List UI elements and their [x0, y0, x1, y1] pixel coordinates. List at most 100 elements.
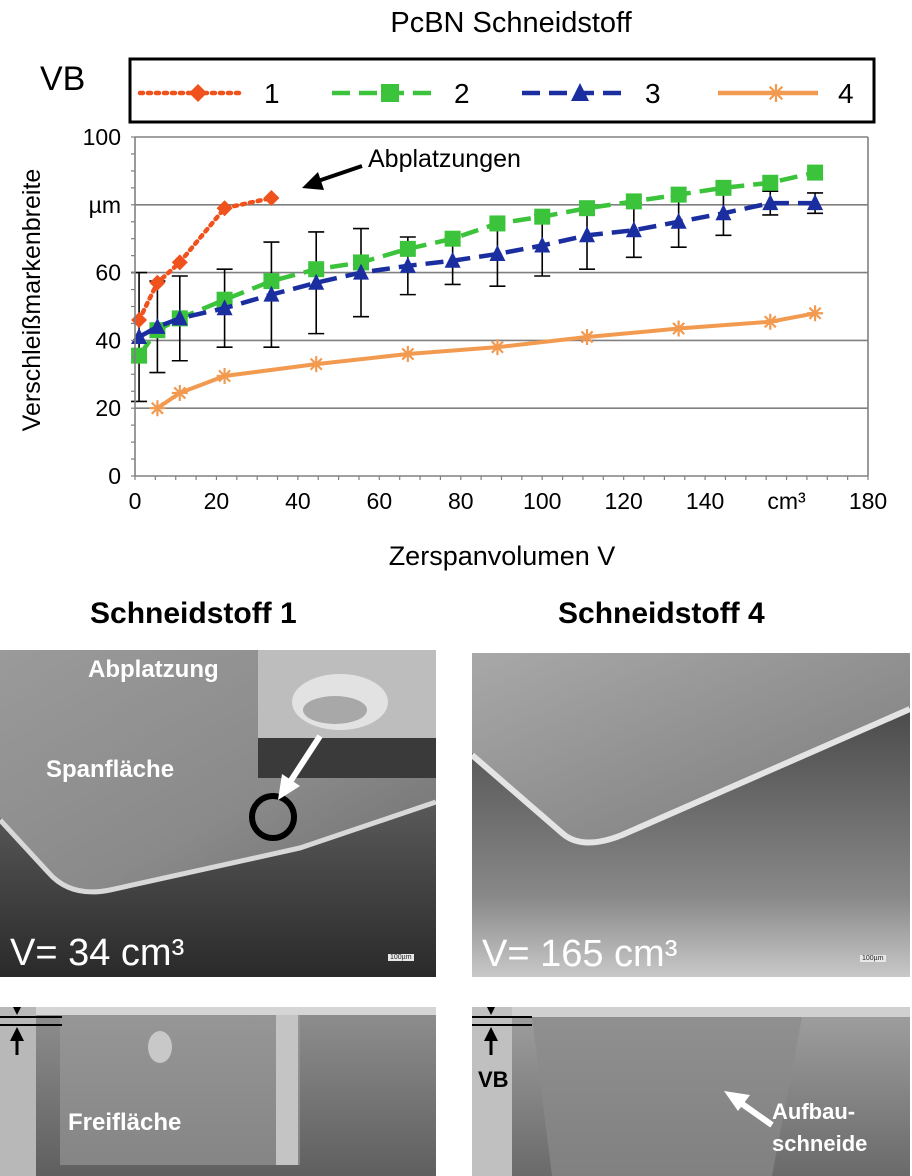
data-point-stroke [491, 340, 504, 354]
chart-title: PcBN Schneidstoff [390, 7, 632, 39]
panel2-title: Schneidstoff 4 [558, 597, 765, 630]
vb-marker-1 [0, 1007, 62, 1055]
y-tick-label: 0 [108, 463, 121, 489]
series-line-3 [137, 200, 816, 339]
data-point [579, 200, 596, 217]
data-point [625, 221, 642, 238]
data-point [149, 317, 166, 334]
x-tick-label: 40 [285, 488, 311, 514]
panel1-volume: V= 34 cm³ [10, 932, 185, 974]
data-point [263, 273, 280, 290]
legend-label-3: 3 [645, 78, 661, 109]
data-point-stroke [808, 306, 822, 320]
data-point [216, 200, 233, 217]
annotation-abplatzungen: Abplatzungen [368, 145, 521, 173]
photo-rake-face-1-image [0, 650, 436, 977]
data-point-stroke [173, 386, 187, 400]
y-tick-label: 20 [95, 395, 121, 421]
data-point [216, 367, 233, 384]
x-tick-label: 0 [129, 488, 142, 514]
data-point [767, 84, 785, 102]
legend: 1 2 3 4 [128, 57, 876, 124]
label-aufbau-2: schneide [772, 1131, 868, 1156]
data-point [171, 254, 188, 271]
data-point [489, 244, 506, 261]
grid-lines [135, 136, 869, 476]
data-point [534, 208, 551, 225]
label-spanflaeche: Spanfläche [46, 756, 175, 783]
photo-rake-face-4: V= 165 cm³ 100µm [472, 653, 910, 977]
label-freiflaeche: Freifläche [68, 1109, 182, 1136]
legend-label-1: 1 [264, 78, 280, 109]
y-tick-label: 100 [83, 124, 121, 150]
chart-text: 0 20 40 60 µm 100 0 20 40 60 80 100 120 140 cm³ 180 PcBN… [18, 7, 887, 571]
y-axis-label: Verschleißmarkenbreite [18, 169, 46, 432]
data-point [715, 179, 732, 196]
x-tick-label: 140 [686, 488, 724, 514]
data-point [308, 356, 325, 373]
data-point [353, 263, 370, 280]
panel2-volume: V= 165 cm³ [482, 933, 678, 975]
x-tick-label: cm³ [767, 488, 806, 514]
data-point [762, 174, 779, 191]
data-point [762, 313, 779, 330]
data-point [131, 347, 148, 364]
data-point [444, 251, 461, 268]
data-point [308, 261, 325, 278]
data-point-stroke [151, 401, 164, 415]
vb-marker-2 [472, 1007, 774, 1128]
data-point [353, 254, 370, 271]
data-point-stroke [768, 85, 784, 101]
x-tick-label: 60 [367, 488, 393, 514]
data-point [171, 384, 188, 401]
data-point [263, 285, 280, 302]
x-tick-label: 80 [448, 488, 474, 514]
data-point [807, 305, 824, 322]
data-point [444, 230, 461, 247]
x-tick-label: 180 [849, 488, 887, 514]
legend-label-4: 4 [838, 78, 854, 109]
data-point [715, 204, 732, 221]
data-point [263, 190, 280, 207]
series-line-2 [137, 170, 816, 357]
data-point [807, 164, 824, 181]
x-axis-label: Zerspanvolumen V [389, 541, 616, 571]
data-point [534, 236, 551, 253]
data-point-stroke [218, 369, 231, 383]
scale-bar-2: 100µm [860, 955, 886, 962]
legend-box [128, 57, 876, 124]
photo-rake-face-1: Abplatzung Spanfläche V= 34 cm³ 100µm [0, 650, 436, 977]
y-tick-label: µm [89, 192, 121, 218]
legend-label-2: 2 [454, 78, 470, 109]
data-point [670, 186, 687, 203]
data-point [149, 274, 166, 291]
data-point [216, 299, 233, 316]
label-abplatzung: Abplatzung [88, 656, 219, 683]
y-tick-label: 40 [95, 327, 121, 353]
annotation-arrow [317, 164, 363, 183]
scale-bar-1: 100µm [388, 954, 414, 961]
axes [131, 136, 869, 480]
chipping-marker [249, 734, 323, 841]
annotation-arrowhead [302, 172, 324, 190]
data-point [399, 256, 416, 273]
data-point [308, 273, 325, 290]
series-line-4 [156, 311, 816, 410]
photo-flank-face-4: VB Aufbau- schneide [472, 1007, 910, 1176]
label-vb: VB [478, 1067, 509, 1092]
data-point-stroke [672, 322, 686, 335]
data-point [399, 345, 416, 362]
series-layer [131, 164, 824, 417]
data-point [762, 194, 779, 211]
data-point [489, 339, 506, 356]
photo-flank-face-1: Freifläche [0, 1007, 436, 1176]
data-point [149, 400, 166, 417]
data-point-stroke [580, 330, 594, 344]
data-point [670, 212, 687, 229]
data-point [381, 84, 399, 102]
data-point [189, 84, 207, 102]
x-tick-label: 20 [204, 488, 230, 514]
photo-flank-face-4-image [472, 1007, 910, 1176]
photo-rake-face-4-image [472, 653, 910, 977]
y-tick-label: 60 [95, 260, 121, 286]
